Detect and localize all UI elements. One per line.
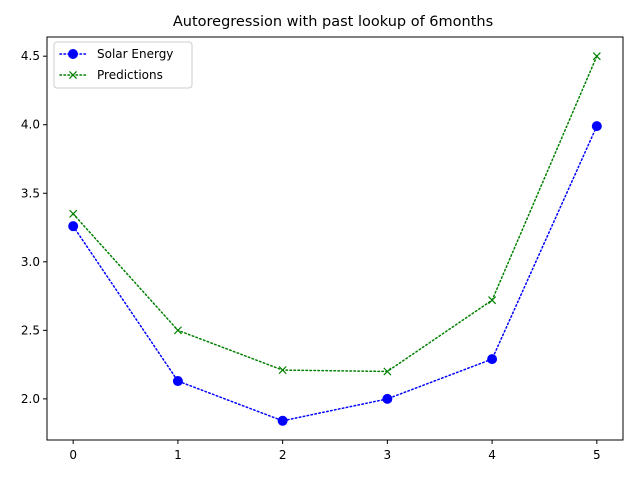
data-point-predictions — [488, 296, 497, 305]
data-point-predictions — [278, 366, 287, 375]
plot-area — [68, 52, 602, 426]
x-tick-label: 1 — [174, 448, 182, 462]
legend-marker — [68, 70, 78, 80]
legend-marker — [68, 49, 78, 59]
data-point-predictions — [592, 52, 601, 61]
legend-label: Solar Energy — [97, 47, 173, 61]
data-point-predictions — [173, 326, 182, 335]
series-line-solar-energy — [72, 125, 598, 422]
y-tick-label: 2.0 — [21, 392, 40, 406]
x-tick-label: 4 — [488, 448, 496, 462]
data-point-predictions — [383, 367, 392, 376]
legend-item-predictions: Predictions — [59, 68, 163, 82]
legend-box — [53, 41, 193, 89]
axes-frame — [46, 36, 624, 441]
y-tick-label: 2.5 — [21, 323, 40, 337]
x-tick-label: 0 — [69, 448, 77, 462]
data-point-solar-energy — [277, 415, 288, 426]
data-point-solar-energy — [382, 393, 393, 404]
x-tick-label: 3 — [384, 448, 392, 462]
data-point-solar-energy — [172, 376, 183, 387]
chart-title: Autoregression with past lookup of 6mont… — [173, 14, 493, 30]
legend-item-solar-energy: Solar Energy — [59, 47, 173, 61]
data-point-solar-energy — [487, 354, 498, 365]
data-point-solar-energy — [591, 121, 602, 132]
data-point-solar-energy — [68, 221, 79, 232]
y-tick-label: 4.5 — [21, 49, 40, 63]
legend: Solar Energy Predictions — [53, 41, 193, 89]
axes: 0 1 2 3 4 5 2.0 2.5 3.0 3.5 4.0 4.5 — [21, 49, 601, 462]
y-tick-label: 4.0 — [21, 118, 40, 132]
x-tick-label: 2 — [279, 448, 287, 462]
series-line-predictions — [72, 55, 598, 373]
y-tick-label: 3.5 — [21, 186, 40, 200]
legend-label: Predictions — [97, 68, 163, 82]
data-point-predictions — [69, 209, 78, 218]
y-tick-label: 3.0 — [21, 255, 40, 269]
x-tick-label: 5 — [593, 448, 601, 462]
